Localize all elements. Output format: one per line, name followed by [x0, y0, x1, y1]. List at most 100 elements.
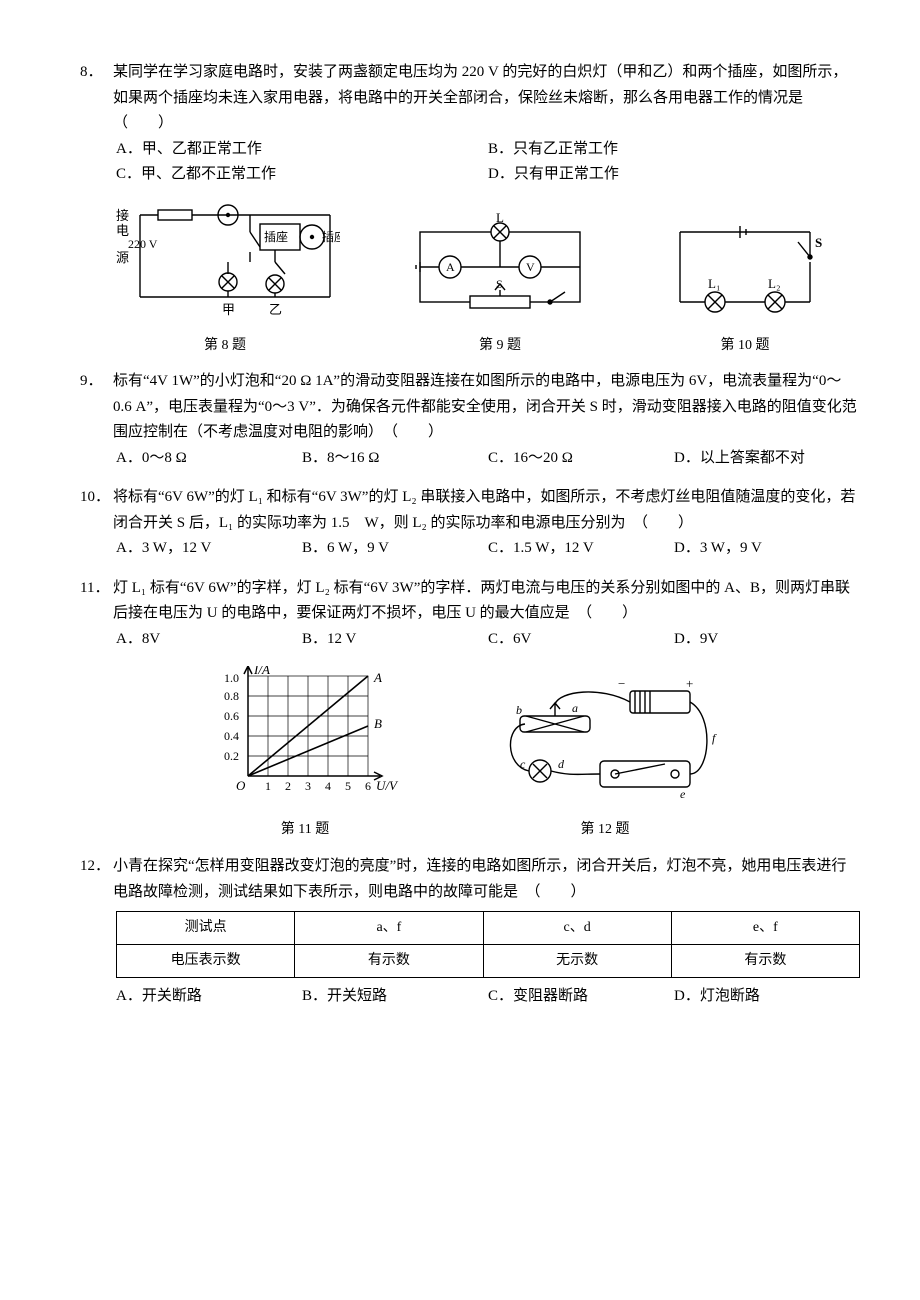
- fig10-caption: 第 10 题: [660, 334, 830, 358]
- q11-options: A．8V B．12 V C．6V D．9V: [80, 627, 860, 653]
- q11-optD: D．9V: [674, 627, 860, 653]
- svg-text:U/V: U/V: [376, 778, 399, 793]
- svg-text:a: a: [572, 701, 578, 715]
- svg-text:源: 源: [116, 250, 129, 265]
- fig8-caption: 第 8 题: [110, 334, 340, 358]
- svg-text:1.0: 1.0: [224, 671, 239, 685]
- q10-optA: A．3 W，12 V: [116, 536, 302, 562]
- svg-text:4: 4: [325, 779, 331, 793]
- q11-optA: A．8V: [116, 627, 302, 653]
- q10-optD: D．3 W，9 V: [674, 536, 860, 562]
- svg-text:220 V: 220 V: [128, 237, 158, 251]
- cell: c、d: [483, 912, 671, 945]
- table-row: 测试点 a、f c、d e、f: [117, 912, 860, 945]
- svg-text:电: 电: [116, 223, 129, 238]
- q8-optD: D．只有甲正常工作: [488, 162, 860, 188]
- circuit-12-icon: − + a b c d e f: [480, 676, 730, 816]
- svg-text:0.8: 0.8: [224, 689, 239, 703]
- cell: e、f: [671, 912, 859, 945]
- q9-stem: 标有“4V 1W”的小灯泡和“20 Ω 1A”的滑动变阻器连接在如图所示的电路中…: [113, 373, 857, 440]
- svg-text:−: −: [618, 676, 625, 691]
- svg-text:S: S: [496, 277, 503, 291]
- q11-optC: C．6V: [488, 627, 674, 653]
- q11-num: 11．: [80, 576, 113, 602]
- q12-stem: 小青在探究“怎样用变阻器改变灯泡的亮度”时，连接的电路如图所示，闭合开关后，灯泡…: [113, 858, 846, 900]
- q10-stem: 将标有“6V 6W”的灯 L₁ 和标有“6V 3W”的灯 L₂ 串联接入电路中，…: [113, 489, 855, 531]
- figure-8: 接 电 源 220 V 插座 插座 甲 乙 第 8 题: [110, 202, 340, 358]
- svg-text:乙: 乙: [269, 302, 282, 317]
- svg-text:插座: 插座: [264, 229, 288, 244]
- svg-text:接: 接: [116, 208, 129, 223]
- q12-table: 测试点 a、f c、d e、f 电压表示数 有示数 无示数 有示数: [116, 911, 860, 978]
- chart-11-icon: A B 0.2 0.4 0.6 0.8 1.0 1 2 3 4 5 6 O I/…: [210, 666, 400, 816]
- question-11: 11．灯 L₁ 标有“6V 6W”的字样，灯 L₂ 标有“6V 3W”的字样．两…: [80, 576, 860, 653]
- q11-optB: B．12 V: [302, 627, 488, 653]
- question-12: 12．小青在探究“怎样用变阻器改变灯泡的亮度”时，连接的电路如图所示，闭合开关后…: [80, 854, 860, 1009]
- svg-text:1: 1: [265, 779, 271, 793]
- q12-optD: D．灯泡断路: [674, 984, 860, 1010]
- figure-row-11-12: A B 0.2 0.4 0.6 0.8 1.0 1 2 3 4 5 6 O I/…: [80, 666, 860, 842]
- svg-text:B: B: [374, 716, 382, 731]
- svg-text:0.4: 0.4: [224, 729, 239, 743]
- cell: 电压表示数: [117, 944, 295, 977]
- q8-optC: C．甲、乙都不正常工作: [116, 162, 488, 188]
- table-row: 电压表示数 有示数 无示数 有示数: [117, 944, 860, 977]
- cell: a、f: [295, 912, 483, 945]
- figure-row-8-9-10: 接 电 源 220 V 插座 插座 甲 乙 第 8 题: [80, 202, 860, 358]
- svg-text:b: b: [516, 703, 522, 717]
- svg-text:A: A: [446, 260, 455, 274]
- q9-optB: B．8～16 Ω: [302, 446, 488, 472]
- q10-optC: C．1.5 W，12 V: [488, 536, 674, 562]
- q12-optA: A．开关断路: [116, 984, 302, 1010]
- fig11-caption: 第 11 题: [210, 818, 400, 842]
- svg-text:e: e: [680, 787, 686, 801]
- svg-text:+: +: [686, 676, 693, 691]
- circuit-8-icon: 接 电 源 220 V 插座 插座 甲 乙: [110, 202, 340, 332]
- svg-text:L: L: [496, 212, 504, 225]
- svg-text:3: 3: [305, 779, 311, 793]
- q9-optD: D．以上答案都不对: [674, 446, 860, 472]
- q9-optC: C．16～20 Ω: [488, 446, 674, 472]
- question-10: 10．将标有“6V 6W”的灯 L₁ 和标有“6V 3W”的灯 L₂ 串联接入电…: [80, 485, 860, 562]
- cell: 测试点: [117, 912, 295, 945]
- svg-text:f: f: [712, 731, 717, 745]
- q8-options: A．甲、乙都正常工作 B．只有乙正常工作 C．甲、乙都不正常工作 D．只有甲正常…: [80, 137, 860, 188]
- svg-text:0.2: 0.2: [224, 749, 239, 763]
- circuit-9-icon: L A V S: [400, 212, 600, 332]
- q8-num: 8．: [80, 60, 113, 86]
- q12-optC: C．变阻器断路: [488, 984, 674, 1010]
- svg-text:0.6: 0.6: [224, 709, 239, 723]
- svg-text:插座: 插座: [322, 229, 340, 244]
- q9-optA: A．0～8 Ω: [116, 446, 302, 472]
- figure-11: A B 0.2 0.4 0.6 0.8 1.0 1 2 3 4 5 6 O I/…: [210, 666, 400, 842]
- q10-optB: B．6 W，9 V: [302, 536, 488, 562]
- q12-options: A．开关断路 B．开关短路 C．变阻器断路 D．灯泡断路: [80, 984, 860, 1010]
- q12-optB: B．开关短路: [302, 984, 488, 1010]
- svg-text:V: V: [526, 260, 535, 274]
- q8-optA: A．甲、乙都正常工作: [116, 137, 488, 163]
- q10-options: A．3 W，12 V B．6 W，9 V C．1.5 W，12 V D．3 W，…: [80, 536, 860, 562]
- q11-stem: 灯 L₁ 标有“6V 6W”的字样，灯 L₂ 标有“6V 3W”的字样．两灯电流…: [113, 580, 850, 622]
- fig9-caption: 第 9 题: [400, 334, 600, 358]
- svg-text:I/A: I/A: [253, 666, 270, 677]
- q8-text: 8．某同学在学习家庭电路时，安装了两盏额定电压均为 220 V 的完好的白炽灯（…: [80, 60, 860, 137]
- cell: 有示数: [295, 944, 483, 977]
- svg-text:6: 6: [365, 779, 371, 793]
- figure-10: S L₁ L₂ 第 10 题: [660, 212, 830, 358]
- q12-num: 12．: [80, 854, 113, 880]
- question-8: 8．某同学在学习家庭电路时，安装了两盏额定电压均为 220 V 的完好的白炽灯（…: [80, 60, 860, 188]
- svg-text:L₂: L₂: [768, 276, 780, 291]
- q8-optB: B．只有乙正常工作: [488, 137, 860, 163]
- svg-text:A: A: [373, 670, 382, 685]
- svg-text:d: d: [558, 757, 565, 771]
- figure-9: L A V S 第 9 题: [400, 212, 600, 358]
- svg-text:O: O: [236, 778, 246, 793]
- cell: 无示数: [483, 944, 671, 977]
- svg-text:L₁: L₁: [708, 276, 720, 291]
- fig12-caption: 第 12 题: [480, 818, 730, 842]
- svg-text:甲: 甲: [222, 302, 235, 317]
- q8-stem: 某同学在学习家庭电路时，安装了两盏额定电压均为 220 V 的完好的白炽灯（甲和…: [113, 64, 847, 131]
- svg-text:2: 2: [285, 779, 291, 793]
- svg-text:S: S: [815, 235, 822, 250]
- circuit-10-icon: S L₁ L₂: [660, 212, 830, 332]
